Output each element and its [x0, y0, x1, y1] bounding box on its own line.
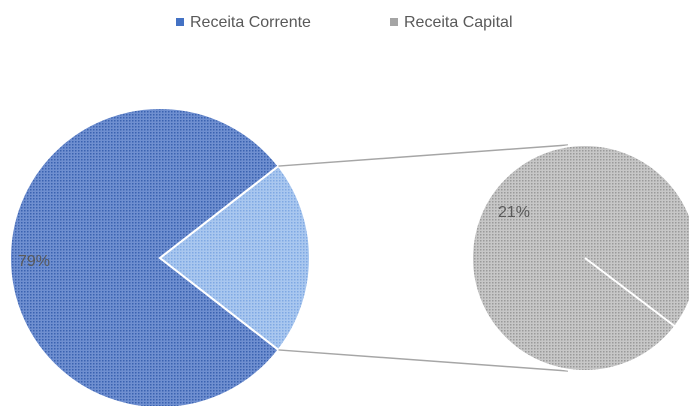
legend-label: Receita Capital [404, 14, 513, 31]
legend-swatch [390, 18, 398, 26]
slice-border [584, 257, 676, 328]
legend-swatch [176, 18, 184, 26]
connector [278, 144, 569, 167]
legend-label: Receita Corrente [190, 14, 311, 31]
pie-slice-split [158, 164, 311, 352]
data-label: 79% [18, 253, 50, 270]
secondary-pie [471, 144, 689, 372]
connector [278, 349, 569, 372]
data-label: 21% [498, 204, 530, 221]
